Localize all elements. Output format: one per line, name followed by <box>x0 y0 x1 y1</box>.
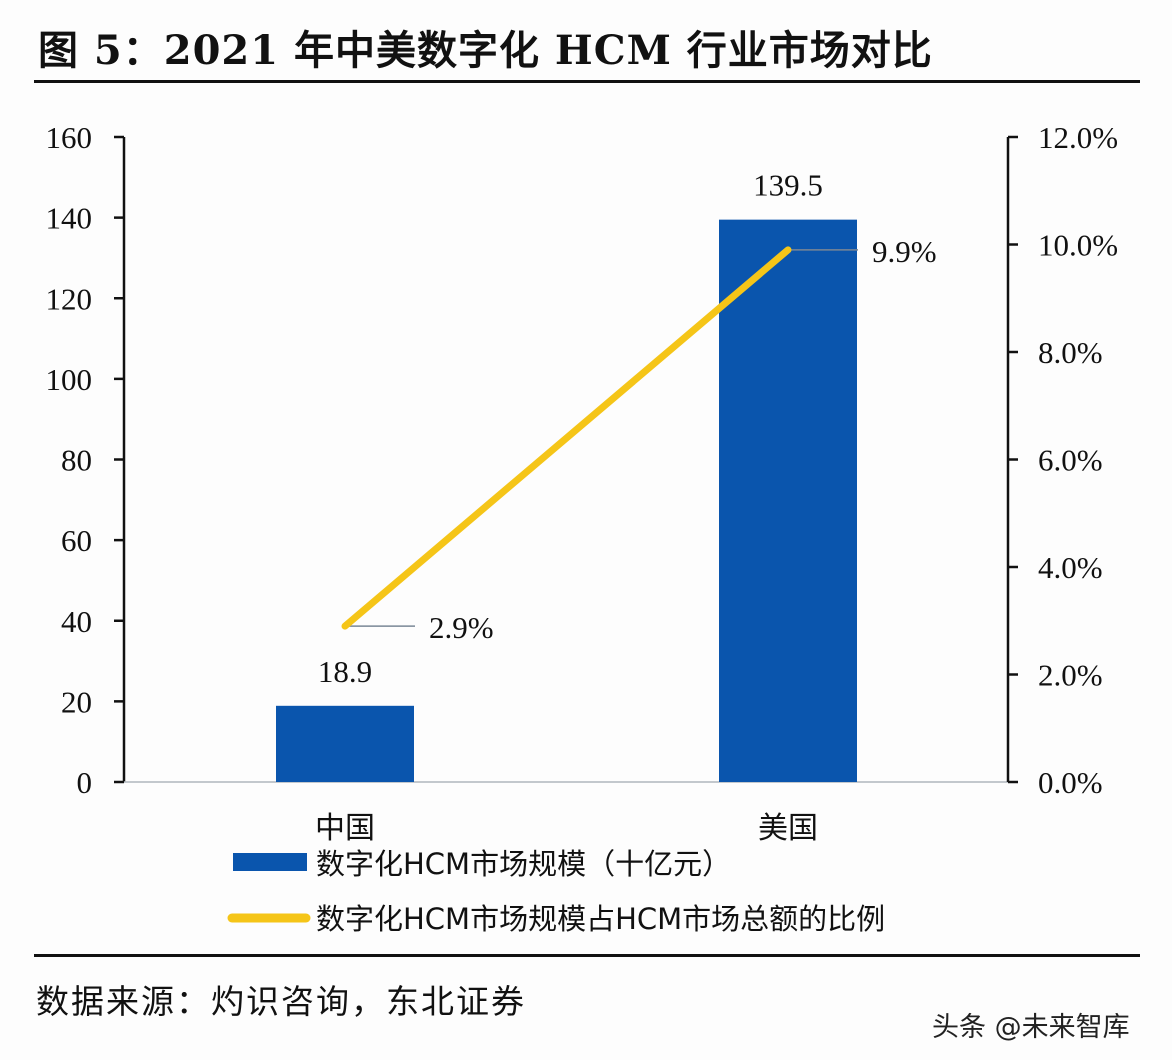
bar-series: 18.9 139.5 <box>276 168 857 782</box>
legend-swatch-bar <box>233 853 307 871</box>
category-labels: 中国 美国 <box>315 811 818 846</box>
left-tick-label: 40 <box>61 604 92 639</box>
line-value-label: 2.9% <box>429 610 494 645</box>
legend-label-bar: 数字化HCM市场规模（十亿元） <box>316 847 731 881</box>
category-label: 美国 <box>758 811 818 846</box>
right-tick-label: 4.0% <box>1038 550 1103 585</box>
right-axis: 0.0% 2.0% 4.0% 6.0% 8.0% 10.0% 12.0% <box>1006 120 1118 800</box>
right-tick-label: 2.0% <box>1038 658 1103 693</box>
source-divider <box>34 954 1140 957</box>
line-series: 2.9% 9.9% <box>341 234 937 645</box>
right-tick-label: 10.0% <box>1038 228 1118 263</box>
left-tick-label: 20 <box>61 684 92 719</box>
data-source: 数据来源：灼识咨询，东北证券 <box>36 982 526 1021</box>
figure-title: 图 5：2021 年中美数字化 HCM 行业市场对比 <box>38 27 933 74</box>
left-tick-label: 120 <box>46 281 93 316</box>
left-tick-label: 140 <box>46 201 93 236</box>
chart: 0 20 40 60 80 100 120 140 160 0.0% 2.0% 4.0% 6.0% 8.… <box>46 120 1119 936</box>
left-tick-label: 160 <box>46 120 93 155</box>
line-value-label: 9.9% <box>872 234 937 269</box>
legend: 数字化HCM市场规模（十亿元） 数字化HCM市场规模占HCM市场总额的比例 <box>227 847 885 936</box>
left-tick-label: 60 <box>61 523 92 558</box>
title-divider <box>34 80 1140 83</box>
left-tick-label: 0 <box>77 765 93 800</box>
right-tick-label: 0.0% <box>1038 765 1103 800</box>
right-tick-label: 12.0% <box>1038 120 1118 155</box>
left-tick-label: 80 <box>61 443 92 478</box>
watermark: 头条 @未来智库 <box>932 1012 1130 1043</box>
left-axis: 0 20 40 60 80 100 120 140 160 <box>46 120 1008 800</box>
legend-label-line: 数字化HCM市场规模占HCM市场总额的比例 <box>316 902 885 936</box>
line-path <box>341 246 792 630</box>
bar <box>276 705 414 782</box>
bar-value-label: 139.5 <box>753 168 823 203</box>
category-label: 中国 <box>315 811 375 846</box>
left-tick-label: 100 <box>46 362 93 397</box>
right-tick-label: 8.0% <box>1038 335 1103 370</box>
bar <box>719 219 857 782</box>
bar-value-label: 18.9 <box>318 654 372 689</box>
right-tick-label: 6.0% <box>1038 443 1103 478</box>
